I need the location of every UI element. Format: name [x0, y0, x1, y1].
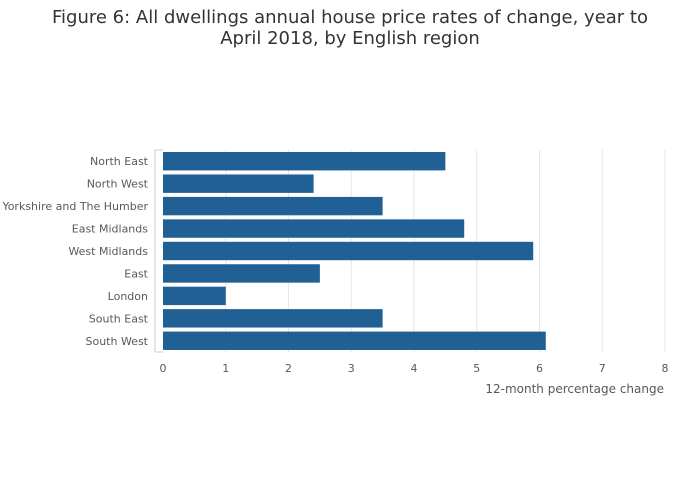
category-label-london: London: [108, 290, 148, 303]
category-label-west-midlands: West Midlands: [68, 245, 148, 258]
category-label-south-east: South East: [89, 312, 149, 325]
category-label-yorkshire-and-the-humber: Yorkshire and The Humber: [1, 200, 148, 213]
bars: [163, 152, 546, 350]
category-label-north-west: North West: [87, 178, 149, 191]
bar-east-midlands[interactable]: [163, 219, 465, 238]
x-tick-label-6: 6: [536, 362, 543, 375]
bar-east[interactable]: [163, 264, 320, 283]
bar-west-midlands[interactable]: [163, 241, 534, 261]
axes: [154, 149, 163, 353]
x-tick-label-7: 7: [599, 362, 606, 375]
x-tick-label-1: 1: [222, 362, 229, 375]
x-tick-label-8: 8: [662, 362, 669, 375]
category-label-south-west: South West: [85, 335, 148, 348]
bar-london[interactable]: [163, 286, 226, 306]
x-tick-labels: 0 1 2 3 4 5 6 7 8: [160, 362, 669, 375]
category-label-east-midlands: East Midlands: [72, 223, 149, 236]
x-tick-label-2: 2: [285, 362, 292, 375]
bar-south-east[interactable]: [163, 309, 383, 328]
category-labels: North East North West Yorkshire and The Hu…: [1, 155, 148, 348]
bar-yorkshire-and-the-humber[interactable]: [163, 196, 383, 216]
category-label-north-east: North East: [90, 155, 149, 168]
bar-north-west[interactable]: [163, 174, 314, 193]
x-tick-label-0: 0: [160, 362, 167, 375]
bar-north-east[interactable]: [163, 152, 446, 171]
x-axis-title: 12-month percentage change: [485, 382, 664, 396]
x-tick-label-5: 5: [473, 362, 480, 375]
x-tick-label-3: 3: [348, 362, 355, 375]
x-tick-label-4: 4: [411, 362, 418, 375]
chart-title: Figure 6: All dwellings annual house pri…: [51, 7, 648, 49]
bar-south-west[interactable]: [163, 331, 546, 350]
category-label-east: East: [124, 267, 148, 280]
